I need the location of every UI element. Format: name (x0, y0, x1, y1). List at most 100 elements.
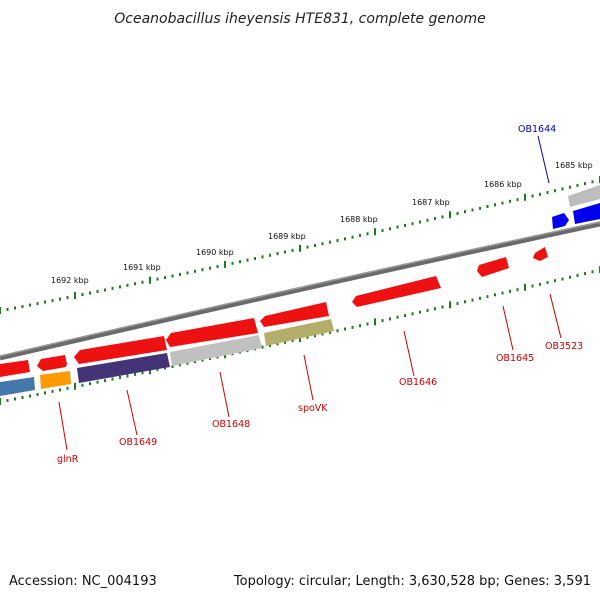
outer-scale-tick (186, 271, 189, 275)
inner-scale-tick (284, 340, 286, 344)
gene-arrow-red-6[interactable] (352, 276, 441, 307)
outer-scale-tick (336, 239, 339, 242)
outer-scale-tick (584, 182, 586, 186)
gene-arrow-red-8[interactable] (533, 247, 548, 261)
outer-scale-tick (156, 277, 159, 281)
gene-labels: glnR OB1649 OB1648 spoVK OB1646 OB1645 O… (57, 124, 583, 465)
inner-scale-tick (584, 272, 586, 276)
inner-scale-tick (0, 398, 1, 405)
inner-scale-tick (366, 322, 369, 326)
outer-scale-tick (591, 180, 594, 184)
inner-scale-tick (74, 382, 76, 390)
inner-scale-tick (179, 363, 181, 367)
outer-scale-tick (96, 290, 99, 293)
outer-scale-tick (66, 296, 69, 300)
outer-scale-tick (501, 201, 504, 205)
inner-scale-tick (141, 371, 144, 375)
gene-box-navy[interactable] (77, 353, 170, 383)
outer-scale-tick (74, 292, 76, 299)
outer-scale-tick (359, 234, 361, 237)
inner-scale-tick (479, 296, 481, 300)
outer-scale-tick (366, 232, 369, 236)
gene-label-spoVK[interactable]: spoVK (298, 403, 328, 414)
outer-scale-tick (404, 223, 406, 227)
inner-scale-tick (554, 279, 556, 283)
gene-arrow-red-4[interactable] (166, 318, 258, 347)
outer-scale-tick (494, 203, 496, 207)
inner-scale-tick (449, 301, 451, 309)
gene-box-orange[interactable] (40, 371, 71, 389)
gene-arrow-red-5[interactable] (260, 302, 329, 327)
gene-label-OB1645[interactable]: OB1645 (496, 353, 534, 364)
inner-scale-tick (21, 396, 24, 399)
inner-scale-tick (314, 334, 316, 338)
outer-scale-tick (284, 250, 286, 254)
inner-scale-tick (66, 386, 69, 390)
outer-scale-tick (419, 220, 421, 224)
inner-scale-tick (336, 329, 339, 333)
inner-scale-tick (456, 302, 459, 305)
outer-scale-tick (14, 306, 16, 310)
outer-scale-tick (231, 261, 234, 265)
gene-label-OB1644[interactable]: OB1644 (518, 124, 556, 135)
outer-scale-tick (29, 303, 31, 307)
outer-scale-tick (291, 248, 294, 252)
inner-scale-tick (486, 295, 489, 299)
kbp-label-1689: 1689 kbp (268, 232, 306, 241)
outer-scale-tick (539, 192, 541, 196)
gene-label-OB1649[interactable]: OB1649 (119, 437, 157, 448)
inner-scale-tick (434, 307, 436, 311)
gene-box-steel-blue[interactable] (0, 377, 35, 396)
outer-scale-tick (194, 269, 196, 273)
gene-arrow-red-1[interactable] (0, 360, 30, 377)
outer-scale-tick (396, 225, 399, 229)
inner-scale-tick (171, 365, 174, 368)
inner-scale-tick (441, 305, 444, 309)
gene-arrow-blue-small[interactable] (552, 213, 569, 229)
inner-scale-tick (531, 284, 534, 288)
outer-scale-tick (216, 265, 219, 268)
inner-scale-tick (359, 324, 361, 328)
outer-scale-tick (89, 291, 91, 295)
outer-scale-tick (276, 252, 279, 256)
outer-scale-tick (464, 210, 466, 214)
gene-label-OB3523[interactable]: OB3523 (545, 341, 583, 352)
inner-scale-tick (29, 394, 31, 398)
inner-scale-tick (96, 380, 99, 384)
genome-summary-text: Topology: circular; Length: 3,630,528 bp… (233, 574, 591, 589)
gene-box-olive[interactable] (264, 319, 334, 346)
inner-scale-tick (261, 345, 264, 349)
gene-arrow-red-7[interactable] (477, 257, 509, 277)
gene-arrow-gray-right[interactable] (568, 185, 600, 207)
outer-scale-tick (314, 244, 316, 247)
outer-scale-ticks (0, 176, 600, 314)
inner-scale-tick (539, 282, 541, 286)
gene-label-OB1648[interactable]: OB1648 (212, 419, 250, 430)
inner-scale-tick (51, 389, 54, 393)
outer-scale-tick (471, 208, 474, 212)
inner-scale-tick (126, 374, 129, 378)
outer-scale-tick (381, 229, 384, 232)
outer-scale-tick (351, 235, 354, 239)
outer-scale-tick (516, 198, 519, 202)
gene-arrow-red-3[interactable] (74, 336, 167, 364)
outer-scale-tick (554, 189, 556, 193)
outer-scale-tick (44, 300, 46, 304)
gene-arrow-blue-large[interactable] (573, 203, 600, 224)
inner-scale-tick (104, 379, 106, 383)
gene-arrow-red-2[interactable] (37, 355, 67, 371)
kbp-label-1686: 1686 kbp (484, 180, 522, 189)
outer-scale-tick (81, 293, 84, 296)
gene-label-OB1646[interactable]: OB1646 (399, 377, 437, 388)
inner-scale-tick (561, 277, 564, 281)
gene-box-light-gray[interactable] (170, 335, 262, 366)
gene-label-glnR[interactable]: glnR (57, 454, 79, 465)
outer-scale-tick (224, 260, 226, 268)
outer-scale-tick (6, 308, 9, 311)
outer-scale-tick (306, 245, 309, 249)
inner-scale-tick (569, 275, 571, 279)
outer-scale-tick (201, 268, 204, 272)
outer-scale-tick (486, 205, 489, 208)
outer-scale-tick (524, 193, 526, 201)
